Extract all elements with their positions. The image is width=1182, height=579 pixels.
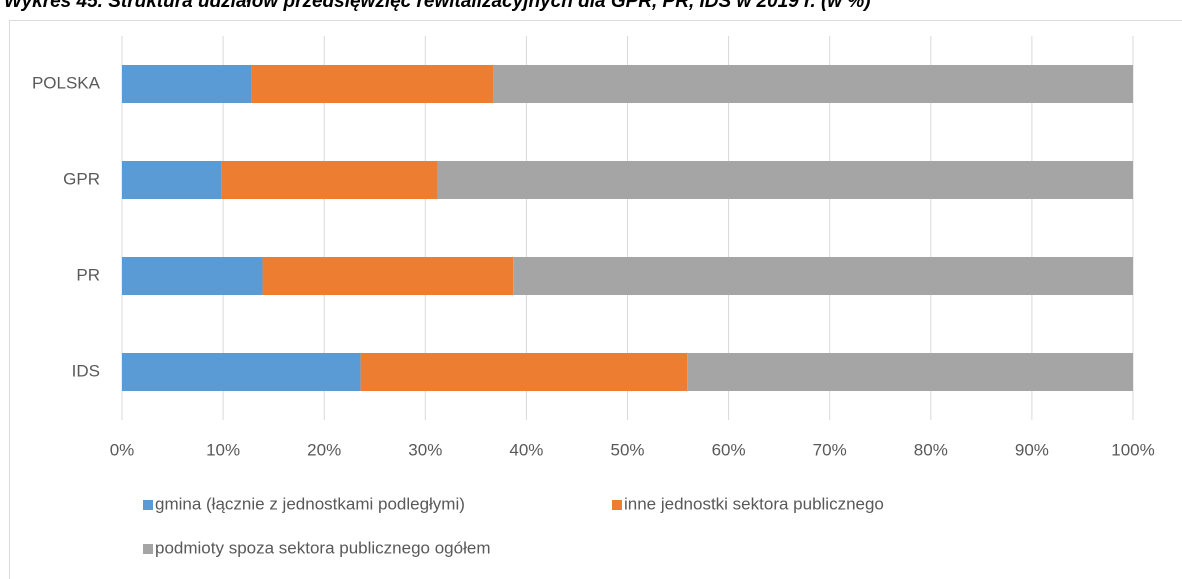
bar-segment [360,353,688,391]
bar-segment [437,161,1133,199]
bar-segment [687,353,1133,391]
x-tick-label: 100% [1111,440,1154,459]
bar-segment [251,65,494,103]
x-tick-label: 10% [206,440,240,459]
bar-segment [513,257,1133,295]
x-tick-label: 90% [1015,440,1049,459]
x-tick-label: 30% [408,440,442,459]
x-tick-label: 0% [110,440,135,459]
x-tick-label: 60% [712,440,746,459]
y-tick-label: IDS [72,361,100,380]
legend-swatch [612,500,622,510]
bar-segment [122,65,252,103]
legend-swatch [143,500,153,510]
chart-frame [9,20,1182,579]
legend-label: gmina (łącznie z jednostkami podległymi) [155,494,465,513]
bar-segment [122,161,222,199]
y-tick-label: POLSKA [32,73,101,92]
x-tick-label: 80% [914,440,948,459]
bar-segment [122,353,361,391]
x-tick-label: 70% [813,440,847,459]
legend-swatch [143,544,153,554]
bar-segment [122,257,263,295]
bar-segment [262,257,514,295]
x-tick-label: 40% [509,440,543,459]
legend-label: podmioty spoza sektora publicznego ogółe… [155,538,490,557]
bar-segment [221,161,438,199]
bar-segment [493,65,1133,103]
x-tick-label: 50% [610,440,644,459]
x-tick-label: 20% [307,440,341,459]
y-tick-label: GPR [63,169,100,188]
legend-label: inne jednostki sektora publicznego [624,494,884,513]
chart-title: Wykres 45. Struktura udziałów przedsięwz… [4,0,871,12]
y-tick-label: PR [76,265,100,284]
